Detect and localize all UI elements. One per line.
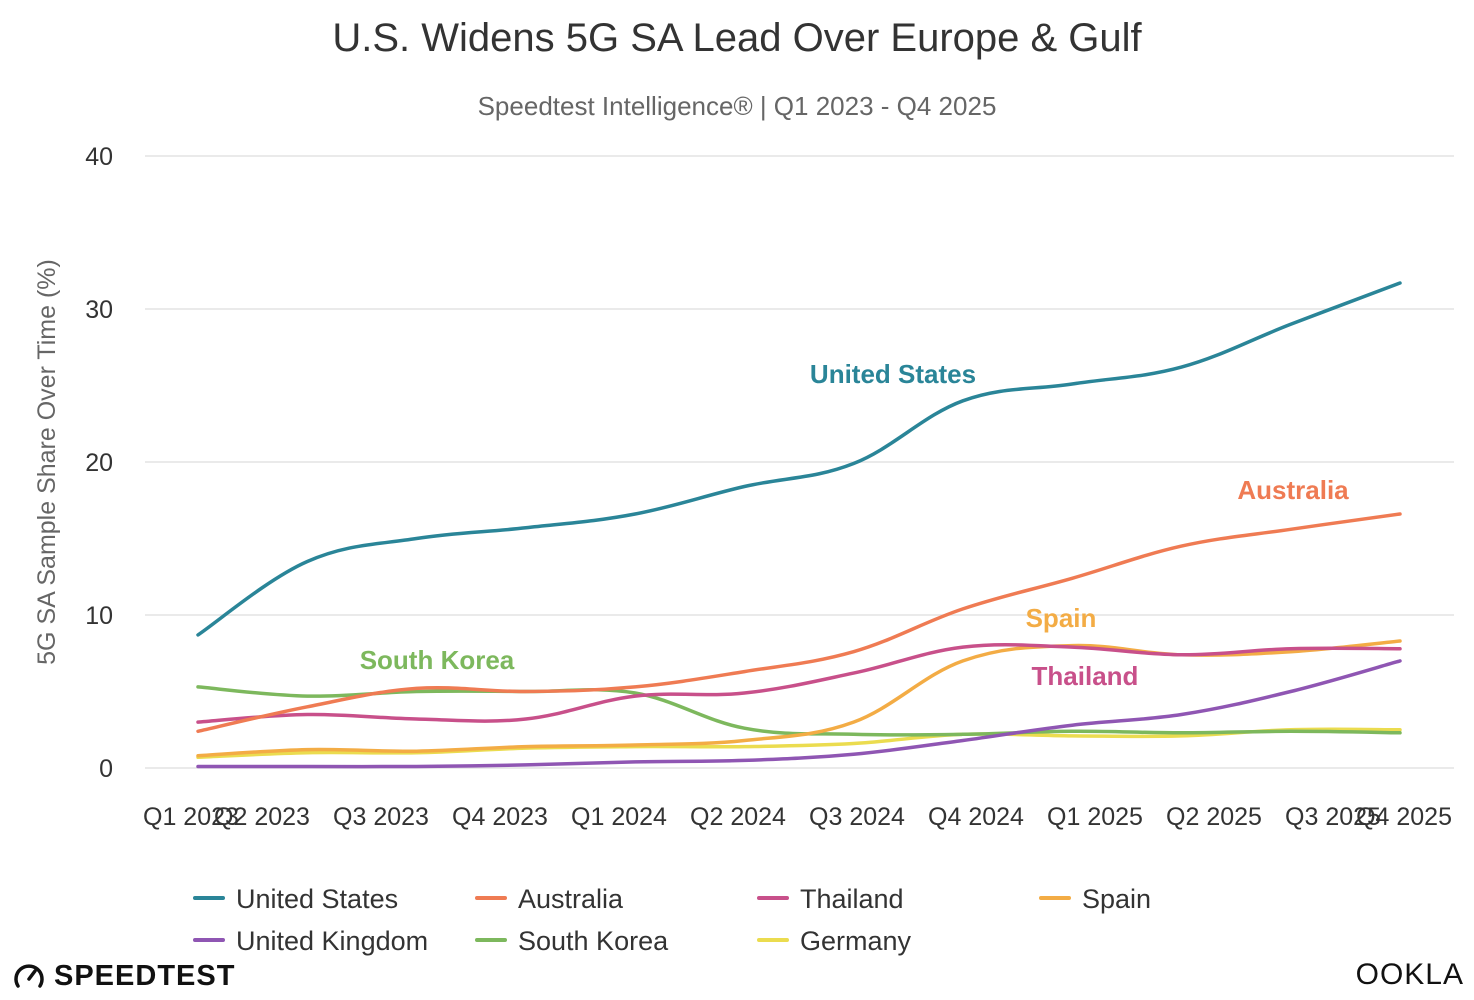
y-tick-label: 20 <box>85 449 113 477</box>
x-tick-label: Q2 2024 <box>690 803 786 831</box>
chart-title: U.S. Widens 5G SA Lead Over Europe & Gul… <box>332 16 1142 60</box>
series-annotations: United States Australia Spain Thailand South… <box>360 359 1349 691</box>
series-line-thailand <box>196 642 1402 724</box>
ookla-wordmark: OOKLA <box>1355 958 1464 991</box>
speedometer-icon <box>14 964 44 988</box>
legend-label-germany: Germany <box>800 926 912 956</box>
annotation-australia: Australia <box>1237 475 1349 505</box>
y-axis-ticks: 0 10 20 30 40 <box>85 143 113 783</box>
legend-label-south-korea: South Korea <box>518 926 669 956</box>
x-tick-label: Q3 2025 <box>1285 803 1381 831</box>
x-tick-label: Q3 2023 <box>333 803 429 831</box>
speedtest-wordmark: SPEEDTEST <box>54 959 236 992</box>
series-line-united-states <box>196 281 1402 637</box>
gridlines <box>145 155 1454 769</box>
x-tick-label: Q4 2024 <box>928 803 1024 831</box>
x-tick-label: Q1 2025 <box>1047 803 1143 831</box>
x-tick-label: Q3 2024 <box>809 803 905 831</box>
chart-subtitle: Speedtest Intelligence® | Q1 2023 - Q4 2… <box>478 91 997 121</box>
legend-label-united-states: United States <box>236 884 398 914</box>
x-tick-label: Q2 2023 <box>214 803 310 831</box>
x-tick-label: Q4 2025 <box>1356 803 1452 831</box>
annotation-south-korea: South Korea <box>360 645 515 675</box>
line-chart: U.S. Widens 5G SA Lead Over Europe & Gul… <box>33 16 1454 956</box>
speedtest-logo: SPEEDTEST <box>12 958 235 994</box>
legend-label-australia: Australia <box>518 884 624 914</box>
legend-label-united-kingdom: United Kingdom <box>236 926 428 956</box>
x-tick-label: Q1 2024 <box>571 803 667 831</box>
y-axis-label: 5G SA Sample Share Over Time (%) <box>33 259 61 665</box>
annotation-united-states: United States <box>810 359 976 389</box>
y-tick-label: 30 <box>85 296 113 324</box>
series-lines <box>196 281 1402 769</box>
series-line-australia <box>196 512 1402 734</box>
legend-label-spain: Spain <box>1082 884 1151 914</box>
y-tick-label: 0 <box>99 755 113 783</box>
legend: United States Australia Thailand Spain Unite… <box>193 884 1151 956</box>
annotation-spain: Spain <box>1026 603 1097 633</box>
y-tick-label: 10 <box>85 602 113 630</box>
y-tick-label: 40 <box>85 143 113 171</box>
annotation-thailand: Thailand <box>1032 661 1139 691</box>
series-line-united-kingdom <box>196 659 1402 769</box>
x-tick-label: Q4 2023 <box>452 803 548 831</box>
legend-label-thailand: Thailand <box>800 884 904 914</box>
x-tick-label: Q1 2023 <box>143 803 239 831</box>
x-tick-label: Q2 2025 <box>1166 803 1262 831</box>
